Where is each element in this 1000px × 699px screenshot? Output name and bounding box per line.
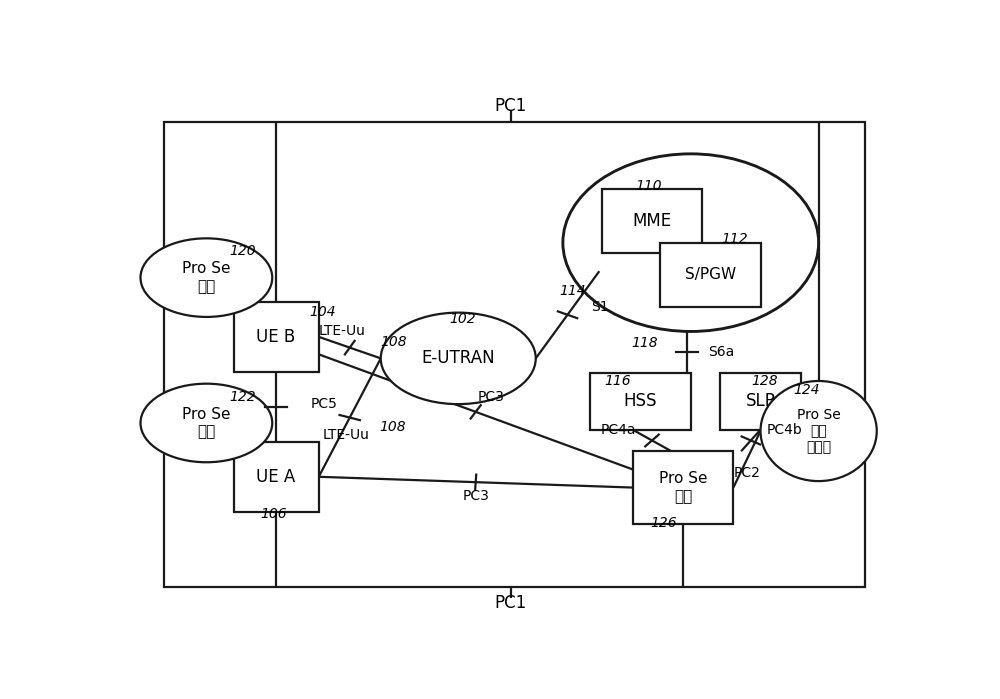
Bar bbox=[720, 373, 801, 430]
Bar bbox=[590, 373, 691, 430]
Bar bbox=[633, 452, 733, 524]
Text: PC2: PC2 bbox=[734, 466, 760, 480]
Text: E-UTRAN: E-UTRAN bbox=[421, 350, 495, 368]
Text: Pro Se
应用: Pro Se 应用 bbox=[182, 261, 231, 294]
Text: Pro Se
应用: Pro Se 应用 bbox=[182, 407, 231, 439]
Text: PC4b: PC4b bbox=[766, 423, 802, 437]
Bar bbox=[602, 189, 702, 254]
Text: 108: 108 bbox=[381, 336, 407, 350]
Text: 102: 102 bbox=[449, 312, 476, 326]
Bar bbox=[164, 122, 865, 587]
Text: HSS: HSS bbox=[624, 392, 657, 410]
Circle shape bbox=[563, 154, 819, 331]
Text: MME: MME bbox=[632, 212, 672, 230]
Text: PC3: PC3 bbox=[462, 489, 489, 503]
Text: Pro Se
功能: Pro Se 功能 bbox=[659, 471, 707, 504]
Bar bbox=[660, 243, 761, 308]
Text: UE A: UE A bbox=[256, 468, 296, 486]
Text: 122: 122 bbox=[230, 390, 256, 404]
Text: LTE-Uu: LTE-Uu bbox=[319, 324, 365, 338]
Text: SLP: SLP bbox=[746, 392, 775, 410]
Text: 114: 114 bbox=[559, 284, 586, 298]
Text: 124: 124 bbox=[793, 382, 820, 396]
Text: PC3: PC3 bbox=[478, 390, 505, 404]
Text: 116: 116 bbox=[604, 374, 631, 388]
Text: 112: 112 bbox=[722, 232, 748, 246]
Text: PC1: PC1 bbox=[495, 594, 527, 612]
Text: PC1: PC1 bbox=[495, 97, 527, 115]
Text: S6a: S6a bbox=[709, 345, 735, 359]
Text: PC5: PC5 bbox=[311, 397, 338, 411]
Text: 106: 106 bbox=[261, 507, 287, 521]
Text: 120: 120 bbox=[230, 244, 256, 258]
Ellipse shape bbox=[140, 384, 272, 462]
Ellipse shape bbox=[761, 381, 877, 481]
Bar bbox=[234, 302, 319, 372]
Text: 118: 118 bbox=[631, 336, 658, 350]
Text: Pro Se
应用
服务器: Pro Se 应用 服务器 bbox=[797, 408, 840, 454]
Text: 104: 104 bbox=[309, 305, 336, 319]
Text: 128: 128 bbox=[751, 374, 778, 388]
Text: UE B: UE B bbox=[256, 328, 296, 346]
Bar bbox=[234, 442, 319, 512]
Text: 110: 110 bbox=[635, 179, 662, 193]
Text: 108: 108 bbox=[379, 420, 406, 434]
Text: S1: S1 bbox=[591, 300, 608, 314]
Text: LTE-Uu: LTE-Uu bbox=[322, 428, 369, 442]
Ellipse shape bbox=[140, 238, 272, 317]
Text: 126: 126 bbox=[650, 516, 677, 530]
Text: S/PGW: S/PGW bbox=[685, 268, 736, 282]
Ellipse shape bbox=[381, 312, 536, 404]
Text: PC4a: PC4a bbox=[601, 423, 637, 437]
